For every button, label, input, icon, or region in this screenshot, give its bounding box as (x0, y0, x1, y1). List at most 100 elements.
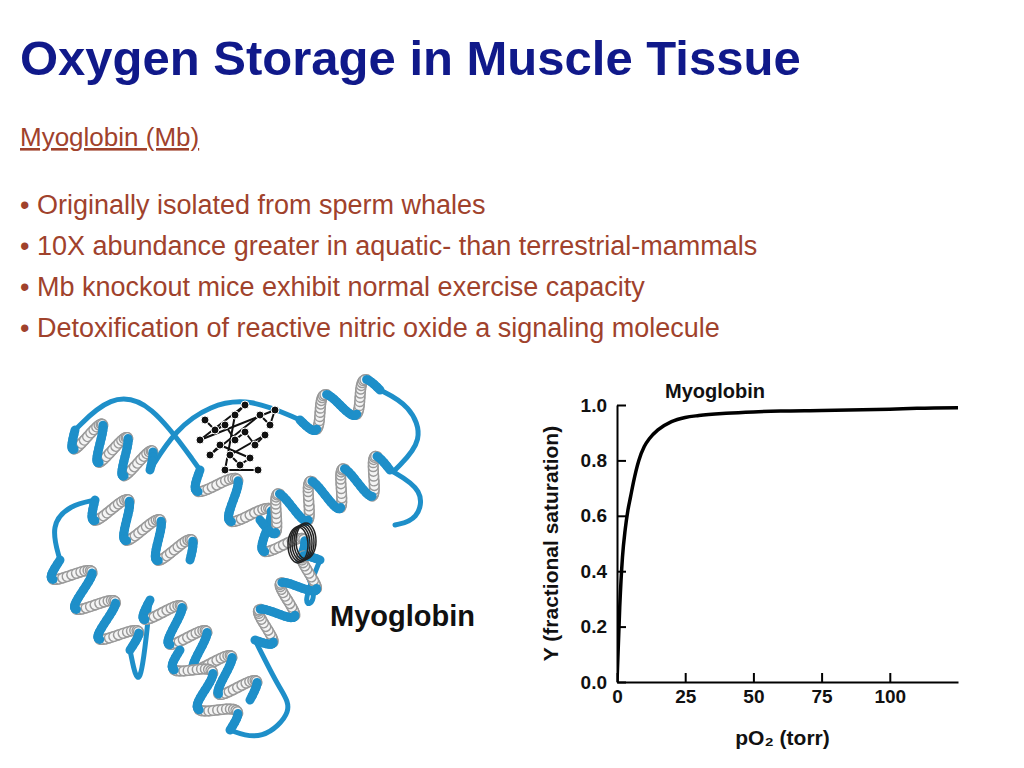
helix-front (315, 429, 316, 430)
helix-front (230, 726, 232, 730)
slide-subtitle: Myoglobin (Mb) (20, 122, 199, 152)
chart: 02550751000.00.20.40.60.81.0pO₂ (torr)Y … (539, 380, 959, 749)
protein-loop (390, 470, 421, 525)
heme-atom (254, 466, 262, 474)
heme-bond (200, 405, 245, 440)
helix-front (47, 577, 56, 579)
helix-front (307, 520, 308, 521)
x-tick-label: 25 (675, 686, 697, 707)
helix-front (190, 555, 191, 560)
x-tick-label: 50 (743, 686, 764, 707)
x-axis-title: pO₂ (torr) (735, 726, 829, 749)
protein-helix (255, 556, 320, 645)
y-tick: 1.0 (581, 395, 626, 416)
helix-front (355, 414, 356, 415)
heme-bond (220, 445, 250, 458)
helix-front (224, 519, 234, 521)
heme-atom (231, 436, 239, 444)
structure-label: Myoglobin (330, 600, 475, 632)
protein-helix (172, 650, 238, 730)
heme-atom (251, 441, 259, 449)
helix-front (70, 607, 79, 609)
heme-atom (196, 436, 204, 444)
slide: Oxygen Storage in Muscle Tissue Myoglobin… (0, 0, 1024, 768)
bullet: • 10X abundance greater in aquatic- than… (20, 231, 757, 261)
x-axis-line (618, 682, 959, 684)
heme-atom (246, 454, 254, 462)
heme-atom (211, 426, 219, 434)
heme-bond (200, 410, 275, 440)
helix-front (263, 546, 265, 556)
y-tick-label: 0.4 (581, 561, 608, 582)
helix-front (230, 516, 232, 526)
helix-front (157, 556, 159, 565)
helix-front (144, 614, 145, 624)
x-tick: 25 (675, 673, 697, 707)
helix-front (169, 639, 170, 649)
helix-front (268, 642, 277, 643)
series-label: Myoglobin (665, 380, 765, 402)
x-tick-label: 75 (812, 686, 834, 707)
heme-atom (206, 451, 214, 459)
x-tick: 75 (812, 673, 834, 707)
helix-front (191, 489, 201, 491)
protein-loop (380, 390, 418, 470)
bullet: • Detoxification of reactive nitric oxid… (20, 313, 720, 343)
protein-helix (92, 499, 193, 560)
helix-front (119, 539, 129, 540)
helix-front (118, 475, 128, 476)
helix-front (290, 615, 299, 616)
helix-end (296, 523, 316, 559)
heme-bond (225, 469, 258, 471)
heme-atom (271, 406, 279, 414)
y-tick-label: 0.6 (581, 505, 607, 526)
y-axis-title: Y (fractional saturation) (539, 426, 562, 661)
y-tick-mark (617, 405, 626, 407)
protein-loop (55, 500, 95, 560)
y-tick: 0.0 (581, 672, 626, 693)
series-line (617, 408, 958, 682)
helix-front (93, 461, 103, 462)
y-tick: 0.4 (581, 561, 626, 582)
y-tick-label: 1.0 (581, 395, 607, 416)
slide-title: Oxygen Storage in Muscle Tissue (20, 31, 801, 85)
x-tick: 100 (874, 673, 906, 707)
helix-front (88, 519, 98, 520)
y-tick-mark (617, 460, 626, 462)
heme-atom (241, 401, 249, 409)
helix-front (130, 646, 133, 650)
helix-front (213, 693, 223, 694)
helix-end (294, 524, 314, 560)
helix-front (150, 465, 151, 470)
helix-end (292, 525, 312, 561)
helix-front (371, 492, 373, 501)
heme-atom (261, 431, 269, 439)
helix-front (151, 559, 161, 560)
helix-front (196, 486, 198, 496)
helix-front (68, 448, 78, 449)
heme-atom (256, 411, 264, 419)
helix-front (173, 668, 175, 669)
x-tick-mark (685, 673, 687, 682)
helix-front (257, 549, 267, 551)
protein-structure (51, 380, 420, 736)
y-tick-mark (617, 515, 626, 517)
y-tick-label: 0.8 (581, 450, 607, 471)
protein-loop (75, 399, 200, 470)
x-tick-mark (821, 673, 823, 682)
bullet: • Mb knockout mice exhibit normal exerci… (20, 272, 645, 302)
protein-helix (143, 600, 257, 700)
protein-loop (130, 600, 150, 677)
plot-area (617, 408, 958, 682)
x-tick-label: 0 (612, 686, 623, 707)
helix-front (52, 574, 53, 584)
helix-front (387, 466, 390, 470)
helix-front (93, 637, 102, 639)
heme-atom (266, 421, 274, 429)
heme-atom (226, 451, 234, 459)
y-tick: 0.8 (581, 450, 626, 471)
heme-atom (201, 416, 209, 424)
helix-front (125, 536, 127, 545)
heme-atom (216, 441, 224, 449)
helix-front (163, 643, 173, 644)
